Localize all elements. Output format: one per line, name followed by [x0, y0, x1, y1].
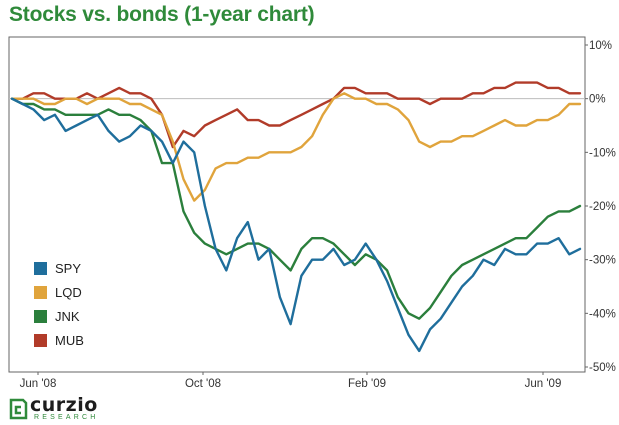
logo-mark-icon [9, 398, 28, 420]
series-line-jnk [10, 97, 582, 320]
legend: SPY LQD JNK MUB [34, 261, 84, 348]
legend-label-spy: SPY [55, 261, 81, 276]
legend-swatch-mub [34, 334, 47, 347]
y-axis-labels: 10% 0% -10% -20% -30% -40% -50% [585, 40, 616, 374]
y-tick-label: 10% [589, 40, 612, 52]
x-tick-label: Jun '08 [20, 378, 57, 390]
chart-title: Stocks vs. bonds (1-year chart) [9, 3, 315, 26]
y-tick-label: -30% [589, 255, 616, 267]
line-chart: 10% 0% -10% -20% -30% -40% -50% Jun '08 Oct '08… [8, 36, 616, 390]
y-tick-label: -50% [589, 362, 616, 374]
legend-swatch-jnk [34, 310, 47, 323]
legend-swatch-lqd [34, 286, 47, 299]
y-tick-label: -40% [589, 308, 616, 320]
series-line-lqd [10, 92, 582, 202]
x-axis-labels: Jun '08 Oct '08 Feb '09 Jun '09 [20, 372, 562, 390]
y-tick-label: 0% [589, 94, 606, 106]
series-line-spy [10, 97, 582, 353]
series-lines [10, 81, 582, 353]
x-tick-label: Feb '09 [348, 378, 386, 390]
logo-wordmark: curzio [30, 394, 98, 416]
series-line-mub [10, 81, 582, 149]
curzio-logo: curzio RESEARCH [8, 394, 128, 424]
x-tick-label: Jun '09 [525, 378, 562, 390]
legend-label-lqd: LQD [55, 285, 82, 300]
legend-label-jnk: JNK [55, 309, 80, 324]
legend-label-mub: MUB [55, 333, 84, 348]
y-tick-label: -10% [589, 147, 616, 159]
plot-border [8, 36, 586, 373]
y-tick-label: -20% [589, 201, 616, 213]
logo-tagline: RESEARCH [34, 414, 99, 421]
legend-swatch-spy [34, 262, 47, 275]
plot-frame [8, 36, 586, 373]
x-tick-label: Oct '08 [185, 378, 221, 390]
